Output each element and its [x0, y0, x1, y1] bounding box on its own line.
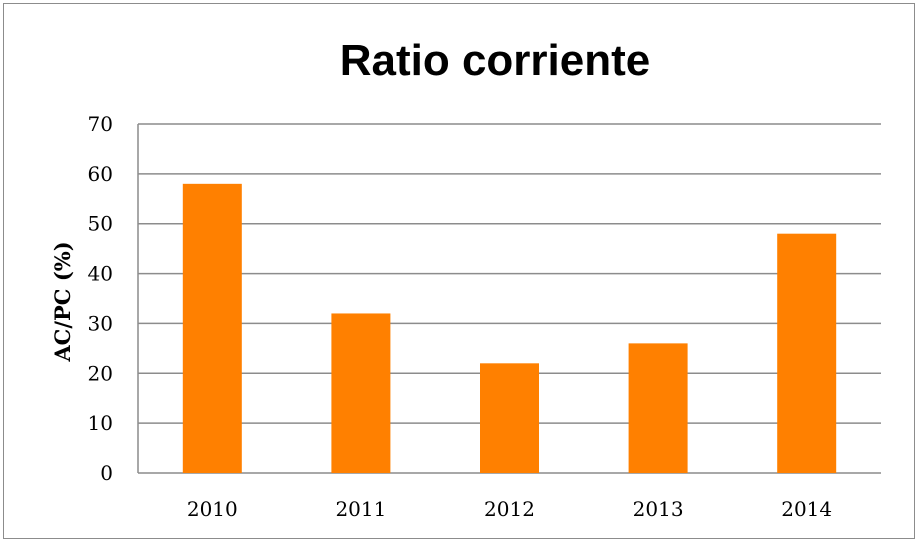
y-tick-label: 10 [88, 411, 113, 435]
x-tick-label: 2010 [187, 497, 238, 521]
bars [182, 183, 837, 474]
x-tick-labels: 2010 2011 2012 2013 2014 [187, 497, 832, 521]
x-tick-label: 2012 [484, 497, 535, 521]
bar-2014 [777, 233, 837, 473]
y-tick-label: 50 [88, 212, 113, 236]
bar-2012 [480, 363, 539, 473]
y-tick-label: 40 [88, 262, 113, 286]
x-tick-label: 2013 [633, 497, 684, 521]
y-tick-label: 60 [88, 162, 113, 186]
y-tick-labels: 0 10 20 30 40 50 60 70 [88, 112, 113, 485]
x-tick-label: 2011 [335, 497, 386, 521]
chart-title: Ratio corriente [339, 36, 651, 85]
y-tick-label: 70 [88, 112, 113, 136]
bar-2013 [628, 343, 688, 473]
bar-2010 [182, 183, 242, 474]
y-tick-label: 30 [88, 311, 113, 335]
bar-2011 [331, 313, 391, 473]
x-tick-label: 2014 [781, 497, 832, 521]
chart-frame [3, 3, 915, 539]
y-tick-label: 20 [88, 361, 113, 385]
y-axis-title: AC/PC (%) [50, 241, 75, 362]
y-tick-label: 0 [100, 461, 113, 485]
